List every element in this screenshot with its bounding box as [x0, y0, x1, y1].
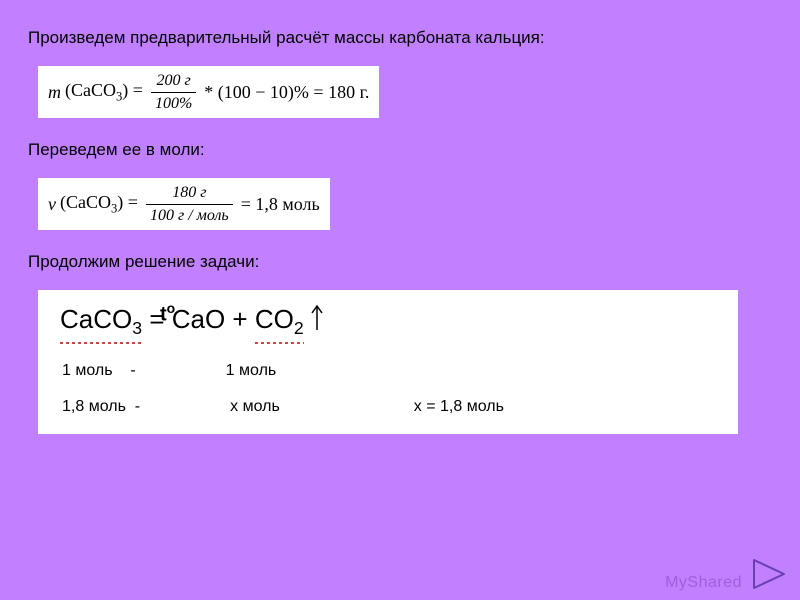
formula-mass-rhs: * (100 − 10)% = 180 г.	[204, 82, 369, 103]
formula-mol-arg: (CaCO3) =	[60, 192, 138, 217]
intro-line-1: Произведем предварительный расчёт массы …	[28, 28, 772, 48]
mole-row-1: 1 моль -1 моль	[62, 362, 720, 380]
formula-mol-fraction: 180 г 100 г / моль	[146, 184, 233, 224]
triangle-right-icon	[750, 558, 788, 590]
temperature-label: to	[160, 300, 175, 327]
mole-row-2: 1,8 моль -x мольx = 1,8 моль	[62, 398, 720, 416]
intro-line-2: Переведем ее в моли:	[28, 140, 772, 160]
reactant: CaCO3	[60, 304, 142, 339]
watermark: MyShared	[665, 574, 742, 592]
formula-mass-arg: (CaCO3) =	[65, 80, 143, 105]
product-co2: CO2	[255, 304, 304, 339]
formula-mass-fraction: 200 г 100%	[151, 72, 196, 112]
gas-arrow-icon	[310, 304, 324, 330]
slide-content: Произведем предварительный расчёт массы …	[0, 0, 800, 444]
formula-mol: ν (CaCO3) = 180 г 100 г / моль = 1,8 мол…	[48, 184, 320, 224]
intro-line-3: Продолжим решение задачи:	[28, 252, 772, 272]
next-slide-button[interactable]	[750, 558, 788, 590]
formula-mol-sym: ν	[48, 194, 56, 215]
formula-mass-sym: m	[48, 82, 61, 103]
formula-mass-box: m (CaCO3) = 200 г 100% * (100 − 10)% = 1…	[38, 66, 379, 118]
formula-mol-box: ν (CaCO3) = 180 г 100 г / моль = 1,8 мол…	[38, 178, 330, 230]
chemical-equation: to CaCO3 = CaO + CO2	[60, 304, 720, 339]
formula-mass: m (CaCO3) = 200 г 100% * (100 − 10)% = 1…	[48, 72, 369, 112]
formula-mol-rhs: = 1,8 моль	[241, 194, 320, 215]
equation-box: to CaCO3 = CaO + CO2 1 моль -1 моль 1,8 …	[38, 290, 738, 433]
